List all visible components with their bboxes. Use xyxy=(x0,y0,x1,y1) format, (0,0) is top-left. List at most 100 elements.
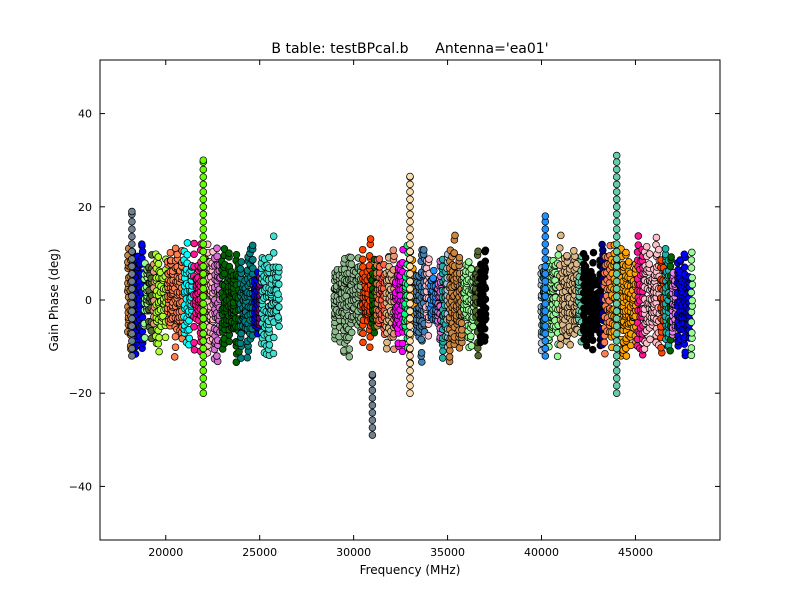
data-point xyxy=(275,263,283,272)
data-point xyxy=(541,212,550,220)
data-point xyxy=(199,203,208,211)
data-point xyxy=(398,347,407,356)
data-point xyxy=(541,262,550,271)
data-point xyxy=(199,314,208,323)
data-point xyxy=(199,292,208,301)
data-point xyxy=(556,341,564,349)
data-point xyxy=(612,352,621,360)
data-point xyxy=(612,322,621,330)
data-point xyxy=(612,285,621,293)
data-point xyxy=(128,225,136,233)
data-point xyxy=(612,374,621,383)
data-point xyxy=(612,158,621,166)
data-point xyxy=(199,165,208,174)
data-point xyxy=(199,255,208,263)
data-point xyxy=(274,290,282,298)
data-point xyxy=(199,277,208,286)
data-point xyxy=(612,270,621,278)
data-point xyxy=(556,244,564,252)
data-point xyxy=(481,304,490,313)
data-point xyxy=(213,252,221,261)
data-point xyxy=(438,354,447,362)
data-point xyxy=(465,258,473,266)
data-point xyxy=(265,341,274,349)
data-point xyxy=(612,337,621,345)
data-point xyxy=(358,245,367,254)
data-point xyxy=(612,225,621,233)
data-point xyxy=(128,307,136,315)
x-axis: 20000 25000 30000 35000 40000 45000 xyxy=(148,60,653,559)
data-point xyxy=(541,322,550,330)
data-point xyxy=(249,264,257,273)
data-point xyxy=(458,326,466,334)
data-point xyxy=(406,367,414,375)
data-point xyxy=(359,329,367,338)
data-point xyxy=(141,334,149,342)
data-point xyxy=(368,409,377,417)
data-point xyxy=(199,337,208,345)
data-point xyxy=(406,232,414,241)
data-point xyxy=(199,195,208,204)
data-point xyxy=(541,337,550,345)
data-point xyxy=(554,251,563,259)
data-point xyxy=(358,255,367,264)
data-point xyxy=(612,262,621,271)
data-point xyxy=(406,329,414,338)
data-point xyxy=(445,353,454,361)
x-tick-label: 30000 xyxy=(336,546,371,559)
data-point xyxy=(128,262,136,271)
data-point xyxy=(138,240,146,248)
data-point xyxy=(688,273,696,282)
data-point xyxy=(368,386,377,395)
data-point xyxy=(406,389,414,397)
data-point xyxy=(687,318,696,326)
data-point xyxy=(406,277,414,286)
data-point xyxy=(625,258,633,266)
data-point xyxy=(199,322,208,330)
data-point xyxy=(474,351,482,360)
data-point xyxy=(406,381,414,390)
data-point xyxy=(199,173,208,181)
data-point xyxy=(199,247,208,256)
data-point xyxy=(406,180,414,189)
data-point xyxy=(541,232,550,241)
data-point xyxy=(541,277,550,286)
data-point xyxy=(645,260,653,268)
data-point xyxy=(190,323,198,331)
data-point xyxy=(183,239,192,247)
data-point xyxy=(688,329,696,337)
data-point xyxy=(563,251,571,260)
data-point xyxy=(269,249,278,257)
data-point xyxy=(646,335,654,344)
data-point xyxy=(128,299,136,308)
data-point xyxy=(424,332,433,340)
data-point xyxy=(541,329,550,338)
y-tick-label: 40 xyxy=(78,108,92,121)
data-point xyxy=(581,262,590,271)
data-point xyxy=(541,314,550,323)
x-tick-label: 20000 xyxy=(148,546,183,559)
data-point xyxy=(612,240,621,248)
data-point xyxy=(406,172,414,181)
data-point xyxy=(236,265,245,273)
y-tick-label: −40 xyxy=(69,480,92,493)
data-point xyxy=(406,255,414,263)
data-point xyxy=(406,240,414,248)
data-point xyxy=(406,188,414,196)
data-point xyxy=(450,249,458,257)
data-point xyxy=(406,217,414,226)
data-point xyxy=(128,314,136,323)
data-point xyxy=(347,260,356,268)
data-point xyxy=(541,344,550,353)
data-point xyxy=(398,339,407,348)
data-point xyxy=(199,225,208,233)
data-point xyxy=(612,307,621,315)
data-point xyxy=(589,259,597,267)
data-point xyxy=(199,389,208,397)
data-point xyxy=(612,232,621,241)
data-point xyxy=(406,299,414,308)
data-point xyxy=(199,381,208,390)
data-point xyxy=(190,239,198,248)
data-point xyxy=(154,260,163,268)
y-tick-label: 0 xyxy=(85,294,92,307)
